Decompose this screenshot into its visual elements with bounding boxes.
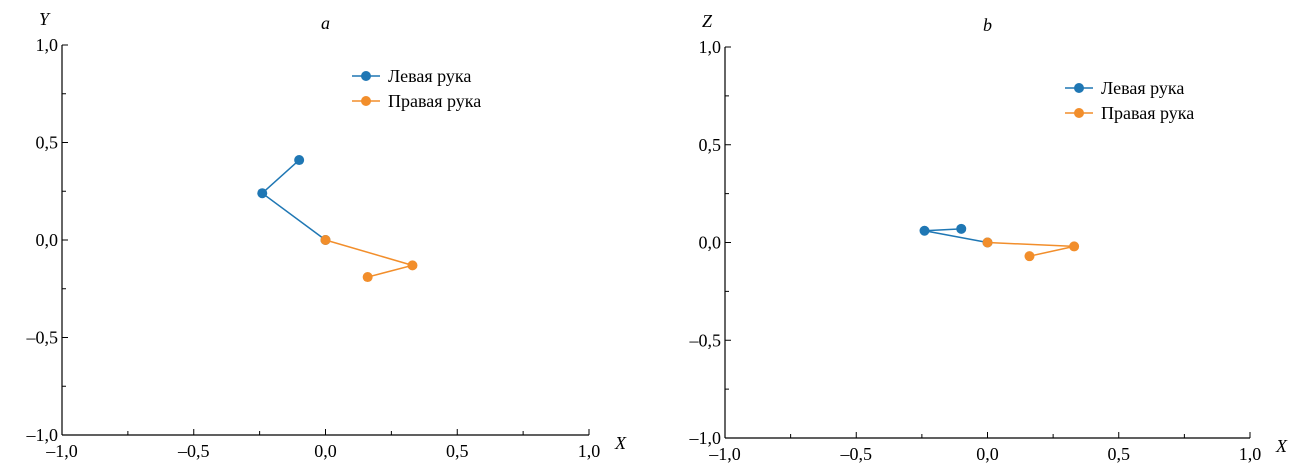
chart-b-x-tick-label: –0,5 bbox=[840, 444, 873, 464]
chart-a-series-line-2 bbox=[325, 239, 416, 278]
chart-a-y-tick-label: 0,0 bbox=[36, 230, 59, 250]
chart-b-legend-marker bbox=[1074, 83, 1084, 93]
chart-b-data-point bbox=[956, 223, 967, 234]
chart-b-y-axis-label: Z bbox=[702, 11, 713, 31]
chart-a-y-tick-label: –0,5 bbox=[26, 328, 59, 348]
chart-a-x-axis-label: X bbox=[614, 433, 627, 453]
chart-a-x-tick-label: 1,0 bbox=[578, 441, 601, 461]
chart-a-y-tick-label: –1,0 bbox=[26, 425, 59, 445]
chart-a-data-point bbox=[407, 260, 418, 271]
chart-a-y-axis-label: Y bbox=[39, 9, 51, 29]
chart-b-data-point bbox=[919, 225, 930, 236]
chart-b-legend-marker bbox=[1074, 108, 1084, 118]
chart-b-y-tick-label: 0,5 bbox=[699, 135, 722, 155]
chart-b-y-tick-label: 1,0 bbox=[699, 37, 722, 57]
chart-a-x-tick-label: –1,0 bbox=[45, 441, 78, 461]
chart-a-title: a bbox=[321, 13, 330, 33]
chart-a-x-tick-label: 0,0 bbox=[314, 441, 337, 461]
chart-a-series-line-1 bbox=[261, 159, 326, 241]
chart-a-y-tick-label: 0,5 bbox=[36, 133, 59, 153]
chart-a-x-tick-label: –0,5 bbox=[177, 441, 210, 461]
chart-a-legend-label: Правая рука bbox=[388, 91, 481, 111]
chart-a-data-point bbox=[320, 235, 331, 245]
chart-b-x-tick-label: 1,0 bbox=[1239, 444, 1262, 464]
chart-b-x-tick-label: 0,5 bbox=[1108, 444, 1131, 464]
chart-b-x-tick-label: –1,0 bbox=[708, 444, 741, 464]
chart-b-series-line-1 bbox=[924, 228, 988, 244]
chart-b-legend-label: Правая рука bbox=[1101, 103, 1194, 123]
chart-b-title: b bbox=[983, 15, 992, 35]
chart-b-y-tick-label: 0,0 bbox=[699, 233, 722, 253]
chart-a-legend-marker bbox=[361, 71, 371, 81]
chart-b-x-axis-label: X bbox=[1275, 436, 1288, 456]
chart-b-data-point bbox=[1024, 251, 1035, 262]
chart-a-y-tick-label: 1,0 bbox=[36, 35, 59, 55]
chart-b-legend-label: Левая рука bbox=[1101, 78, 1184, 98]
chart-b-y-tick-label: –1,0 bbox=[689, 428, 722, 448]
chart-a-legend-label: Левая рука bbox=[388, 66, 471, 86]
chart-a-data-point bbox=[257, 188, 268, 199]
chart-a-legend-marker bbox=[361, 96, 371, 106]
chart-a-x-tick-label: 0,5 bbox=[446, 441, 469, 461]
chart-b-data-point bbox=[982, 237, 993, 248]
chart-a-data-point bbox=[362, 272, 373, 283]
chart-a-data-point bbox=[294, 155, 305, 166]
chart-b-data-point bbox=[1069, 241, 1080, 252]
chart-b-y-tick-label: –0,5 bbox=[689, 330, 722, 350]
chart-b-x-tick-label: 0,0 bbox=[976, 444, 999, 464]
